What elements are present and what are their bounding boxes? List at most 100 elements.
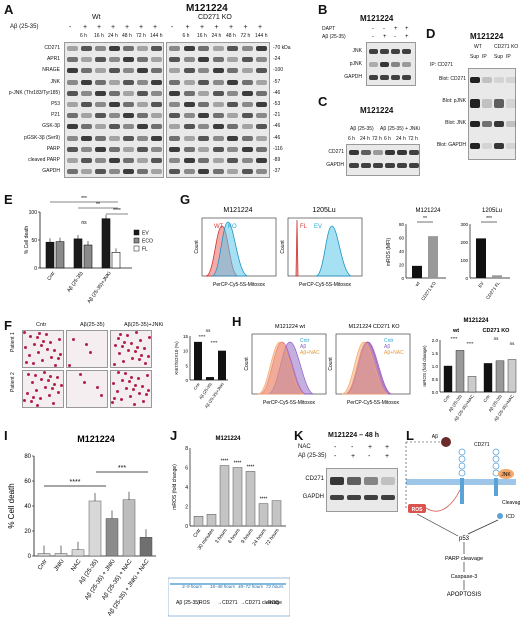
blot-band <box>198 135 209 141</box>
y-tick-label: 300 <box>460 222 468 227</box>
blot-band <box>198 68 209 74</box>
blot-band <box>256 57 267 63</box>
x-tick-label: CD271 KO <box>420 280 437 301</box>
receptor-domain <box>458 448 466 456</box>
condition-label: DAPT <box>322 26 336 32</box>
legend-label: EV <box>142 231 149 237</box>
blot-band <box>151 135 162 141</box>
treatment-label: Aβ (25-35) <box>10 24 39 30</box>
blot-band <box>212 158 224 163</box>
blot-band <box>183 158 195 163</box>
panel-label: L <box>406 428 414 443</box>
blot-band <box>506 77 516 83</box>
timeline-arrow-icon: → <box>194 600 199 606</box>
blot-band <box>482 121 492 127</box>
histogram-label: WT <box>214 224 224 230</box>
blot-band <box>109 46 120 51</box>
blot-band <box>137 79 148 85</box>
blot-band <box>256 102 267 107</box>
condition-label: NAC <box>298 444 311 450</box>
blot-band <box>256 113 267 119</box>
time-label: 48 h <box>122 33 132 39</box>
bar <box>83 244 93 269</box>
blot-band <box>81 57 92 63</box>
stained-cell <box>36 404 39 407</box>
blot-band <box>364 477 378 485</box>
blot-band <box>151 158 162 163</box>
treatment-sign: + <box>153 24 158 31</box>
blot-band <box>67 102 78 107</box>
stained-cell <box>138 358 141 361</box>
bar <box>218 350 226 380</box>
blot-band <box>151 113 162 119</box>
blot-band <box>123 90 134 96</box>
stained-cell <box>32 396 35 399</box>
bar <box>455 350 465 393</box>
blot-band <box>198 158 209 163</box>
sig-label: **** <box>113 208 121 214</box>
stained-cell <box>116 390 119 393</box>
bar <box>193 516 204 527</box>
blot-band <box>256 169 267 175</box>
receptor-domain <box>492 462 500 470</box>
diagram-label-ros: ROS <box>412 507 424 513</box>
legend-label: Aβ <box>300 344 306 350</box>
blot-band <box>151 46 162 51</box>
stained-cell <box>120 398 123 401</box>
time-label: 6 h <box>80 33 87 39</box>
legend-label: Cntr <box>384 338 394 344</box>
blot-band <box>123 46 134 51</box>
stained-cell <box>124 372 127 375</box>
time-label: 24 h <box>211 33 222 39</box>
sig-label: **** <box>260 497 268 503</box>
sig-label: **** <box>247 464 255 470</box>
condition-sign: + <box>405 26 409 32</box>
stained-cell <box>132 388 135 391</box>
bar-chart-title: M121224 <box>463 318 489 324</box>
blot-band <box>95 169 106 175</box>
lane-label: Sup <box>494 54 503 60</box>
blot-band <box>95 146 106 152</box>
time-label: 72 h <box>372 136 382 142</box>
blot-band <box>482 99 492 108</box>
time-label: 24 h <box>108 33 118 39</box>
kda-label: -46 <box>273 123 281 130</box>
blot-band <box>227 68 238 74</box>
stained-cell <box>47 379 50 382</box>
histogram-curve <box>315 225 353 277</box>
diagram-label-p53: p53 <box>459 536 470 542</box>
blot-band <box>241 57 253 63</box>
blot-band <box>95 113 106 119</box>
blot-band <box>198 46 209 51</box>
row-label: GSK-3β <box>42 123 60 130</box>
row-label: GAPDH <box>326 162 344 168</box>
time-label: 6 h <box>348 136 355 142</box>
panel-a-title: M121224 <box>186 3 228 14</box>
x-tick-label: Aβ (25-35) <box>66 270 85 293</box>
blot-band <box>81 158 92 163</box>
stained-cell <box>29 335 32 338</box>
blot-band <box>169 79 180 85</box>
diagram-label-cd271: CD271 <box>474 442 490 448</box>
bar-chart-title: M121224 <box>415 208 441 214</box>
treatment-sign: + <box>214 24 219 31</box>
blot-band <box>183 46 195 51</box>
treatment-sign: + <box>200 24 205 31</box>
blot-band <box>123 158 134 163</box>
chart-i: M121224 0 20 40 60 80 % Cell death Cntr JNKi NAC A… <box>7 434 156 617</box>
stained-cell <box>25 361 28 364</box>
stained-cell <box>79 373 82 376</box>
blot-k <box>326 468 398 512</box>
panel-f: F Cntr Aβ(25-35) Aβ(25-35)+JNKi Patient 1 Pa… <box>0 318 232 418</box>
blot-band <box>169 135 180 141</box>
timeline-range: 3–9 hours <box>182 584 203 589</box>
y-axis-label: KI67/SOX10 (%) <box>174 341 179 375</box>
blot-band <box>364 495 378 500</box>
microscopy-image <box>110 370 152 408</box>
time-label: 48 h <box>226 33 236 39</box>
stained-cell <box>34 374 37 377</box>
blot-band <box>109 90 120 96</box>
sig-label: *** <box>81 196 87 202</box>
time-label: 16 h <box>94 33 104 39</box>
kda-label: -53 <box>273 101 281 107</box>
